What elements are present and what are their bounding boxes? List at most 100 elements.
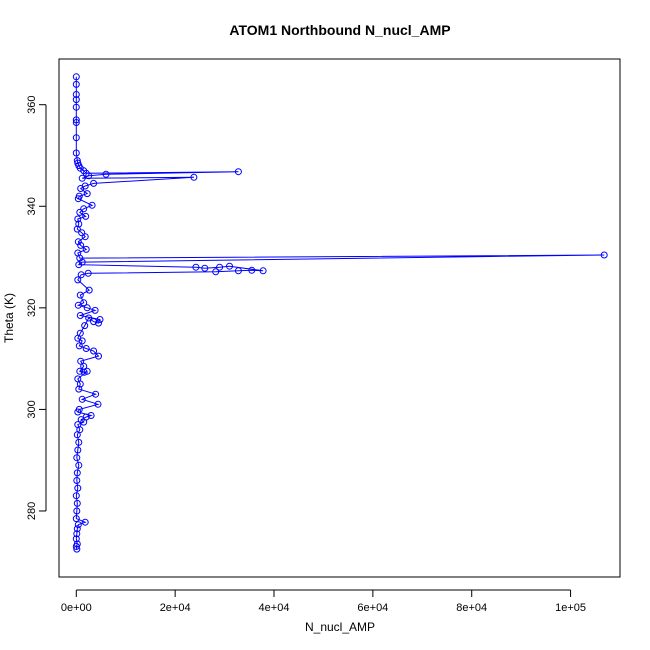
data-point [74,276,82,284]
data-point [90,347,98,355]
data-point [76,367,84,375]
data-point [102,170,110,178]
data-point [90,179,98,187]
data-point [95,352,102,360]
data-point [81,233,89,241]
data-point [78,395,86,403]
data-point [73,454,81,462]
data-point [73,499,81,507]
data-point [75,261,83,269]
y-axis-label: Theta (K) [2,293,16,343]
data-point [72,515,80,523]
data-point [74,521,82,529]
data-point [77,185,85,192]
data-point [96,316,104,323]
data-point [92,390,100,398]
data-point [76,208,84,216]
data-point [75,342,83,350]
x-tick-label: 2e+04 [160,602,191,614]
data-point [81,322,89,330]
data-point [72,116,80,124]
data-point [74,238,82,246]
data-point [73,530,81,538]
plot-area-border [58,58,621,578]
data-point [72,492,80,500]
data-point [74,195,82,203]
data-point [234,267,242,275]
data-point [75,385,83,393]
series-group [72,73,608,553]
data-point [74,408,82,416]
data-point [80,418,88,426]
x-tick-label: 8e+04 [456,602,487,614]
data-point [82,345,90,352]
data-point [74,446,82,454]
data-point [212,268,220,276]
data-point [95,319,102,327]
y-tick-label: 280 [26,502,38,520]
data-point [600,251,608,259]
data-point [73,545,81,553]
data-point [76,312,84,319]
data-point [85,172,93,180]
data-point [73,225,81,233]
chart-title: ATOM1 Northbound N_nucl_AMP [229,22,450,38]
x-axis-label: N_nucl_AMP [305,620,375,634]
data-point [72,535,80,543]
data-point [84,269,92,277]
data-point [72,91,80,98]
data-point [73,507,81,515]
y-tick-label: 320 [26,299,38,317]
data-point [192,263,200,271]
data-point [216,263,224,271]
series-line [75,76,605,550]
data-point [259,267,267,275]
y-tick-label: 340 [26,197,38,215]
data-point [90,318,98,326]
data-point [226,262,233,270]
y-axis: 280 300 320 340 360 [26,96,47,520]
data-point [78,229,86,237]
data-point [80,368,88,376]
data-point [73,525,81,533]
data-point [72,149,80,157]
data-point [87,412,95,419]
x-tick-label: 4e+04 [259,602,290,614]
data-point [77,241,85,249]
data-point [72,96,80,104]
data-point [72,103,80,111]
data-point [78,174,86,182]
data-point [73,477,81,484]
data-point [72,80,80,88]
y-tick-label: 300 [26,400,38,418]
data-point [85,314,93,322]
data-point [77,357,85,365]
data-point [72,73,80,81]
data-point [78,337,86,345]
data-point [248,266,256,274]
x-tick-label: 1e+05 [555,602,586,614]
data-point [85,286,93,294]
data-point [73,469,81,477]
data-point [83,190,91,198]
data-point [76,291,84,299]
data-point [201,264,209,272]
data-point [72,119,80,126]
x-tick-label: 6e+04 [357,602,388,614]
data-point [76,380,84,388]
data-point [190,173,198,181]
data-point [80,205,88,213]
data-point [81,518,89,526]
data-point [77,271,85,279]
data-point [88,201,96,209]
x-tick-label: 0e+00 [61,602,92,614]
y-tick-label: 360 [26,96,38,114]
data-point [74,484,82,492]
data-point [83,304,91,312]
data-point [73,431,81,439]
data-point [75,220,83,228]
data-point [74,215,82,223]
data-point [234,168,242,176]
data-point [72,543,80,550]
